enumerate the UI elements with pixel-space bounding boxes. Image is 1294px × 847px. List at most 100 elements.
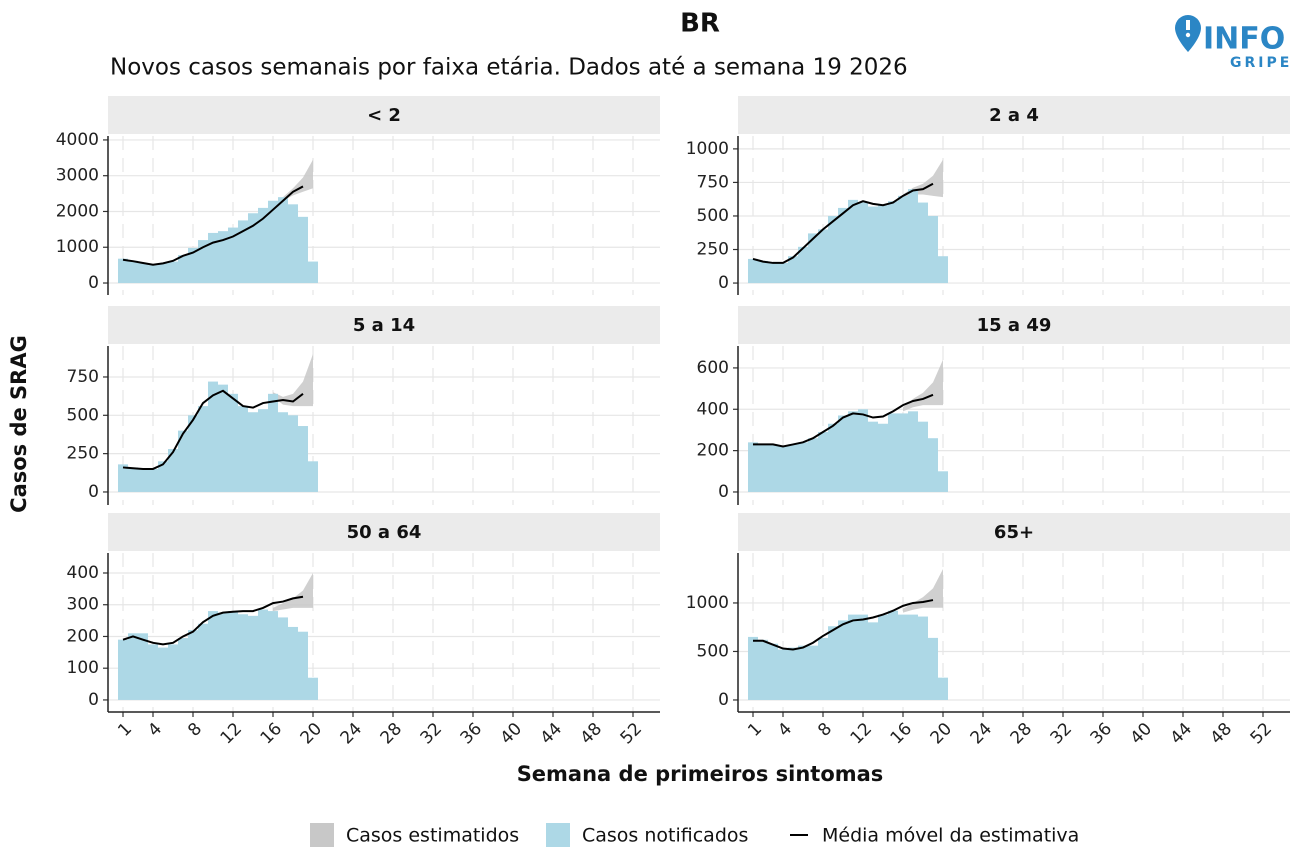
legend-label: Média móvel da estimativa xyxy=(822,825,1079,847)
bar xyxy=(928,637,938,700)
bar xyxy=(768,643,778,700)
x-tick-label: 48 xyxy=(577,719,606,748)
bar xyxy=(908,411,918,492)
legend-label: Casos notificados xyxy=(582,825,748,847)
bar xyxy=(268,611,278,700)
facet-title: 50 a 64 xyxy=(347,522,422,543)
bar xyxy=(938,256,948,284)
bar xyxy=(228,611,238,700)
y-tick-label: 200 xyxy=(697,441,729,461)
y-tick-label: 100 xyxy=(67,658,99,678)
y-tick-label: 750 xyxy=(697,172,729,192)
facet-strip xyxy=(738,306,1290,344)
bar xyxy=(858,202,868,284)
bar xyxy=(898,614,908,700)
bar xyxy=(838,207,848,284)
x-tick-label: 24 xyxy=(337,719,366,748)
bar xyxy=(148,468,158,492)
moving-average-line xyxy=(122,185,304,266)
bar xyxy=(218,612,228,700)
facet-title: 65+ xyxy=(994,522,1034,543)
x-tick-label: 24 xyxy=(967,719,996,748)
x-tick-label: 52 xyxy=(1247,719,1276,748)
y-tick-label: 500 xyxy=(697,206,729,226)
bar xyxy=(158,461,168,492)
bar xyxy=(198,406,208,492)
bar xyxy=(308,261,318,284)
x-tick-label: 4 xyxy=(144,719,166,741)
x-tick-label: 16 xyxy=(257,719,286,748)
bar xyxy=(828,626,838,700)
x-tick-label: 40 xyxy=(1127,719,1156,748)
bar xyxy=(848,199,858,284)
bar xyxy=(928,215,938,284)
bar xyxy=(768,262,778,284)
facet-strip xyxy=(738,96,1290,134)
bar xyxy=(118,258,128,284)
bar xyxy=(238,406,248,492)
bar xyxy=(778,649,788,700)
y-tick-label: 750 xyxy=(67,367,99,387)
bar xyxy=(938,677,948,700)
logo-dot xyxy=(1185,32,1191,38)
y-tick-label: 1000 xyxy=(56,237,99,257)
bar xyxy=(758,444,768,492)
y-tick-label: 0 xyxy=(718,482,729,502)
bar xyxy=(798,442,808,492)
bar xyxy=(858,409,868,492)
bar xyxy=(218,231,228,284)
bar xyxy=(258,207,268,284)
bar xyxy=(288,415,298,492)
bar xyxy=(168,644,178,700)
x-tick-label: 32 xyxy=(1047,719,1076,748)
bar xyxy=(768,444,778,492)
x-tick-label: 1 xyxy=(744,719,766,741)
bar xyxy=(208,381,218,492)
bar xyxy=(278,412,288,492)
bar xyxy=(128,260,138,284)
bar xyxy=(788,256,798,284)
logo-mark xyxy=(1186,20,1190,30)
x-tick-label: 20 xyxy=(927,719,956,748)
bar xyxy=(128,467,138,492)
chart-subtitle: Novos casos semanais por faixa etária. D… xyxy=(110,55,908,81)
bar xyxy=(138,633,148,700)
x-tick-label: 28 xyxy=(377,719,406,748)
logo: INFO GRIPE xyxy=(1175,15,1289,71)
x-tick-label: 44 xyxy=(537,719,566,748)
facet-title: 2 a 4 xyxy=(989,105,1039,126)
facet-title: 15 a 49 xyxy=(977,315,1052,336)
moving-average-line xyxy=(122,595,304,646)
y-tick-label: 0 xyxy=(718,690,729,710)
bar xyxy=(888,413,898,492)
x-tick-label: 20 xyxy=(297,719,326,748)
facet-strip xyxy=(738,513,1290,551)
x-axis-title: Semana de primeiros sintomas xyxy=(517,762,884,786)
bar xyxy=(308,461,318,492)
bar xyxy=(778,446,788,492)
bar xyxy=(248,213,258,284)
bar xyxy=(798,645,808,700)
moving-average-line xyxy=(753,393,934,448)
bar xyxy=(248,412,258,492)
bar xyxy=(898,195,908,284)
bar xyxy=(748,258,758,284)
bar xyxy=(278,197,288,284)
bar xyxy=(888,201,898,284)
bar xyxy=(128,633,138,700)
bar xyxy=(918,202,928,284)
x-tick-label: 8 xyxy=(814,719,836,741)
bar xyxy=(208,232,218,284)
bar xyxy=(298,216,308,284)
x-tick-label: 1 xyxy=(114,719,136,741)
estimate-band xyxy=(273,572,313,612)
x-tick-label: 52 xyxy=(617,719,646,748)
bar xyxy=(928,438,938,492)
bar xyxy=(268,393,278,492)
bar xyxy=(118,639,128,700)
bar xyxy=(158,647,168,700)
bar xyxy=(788,647,798,700)
bar xyxy=(228,393,238,492)
logo-text: INFO xyxy=(1203,22,1285,57)
bar xyxy=(878,205,888,284)
